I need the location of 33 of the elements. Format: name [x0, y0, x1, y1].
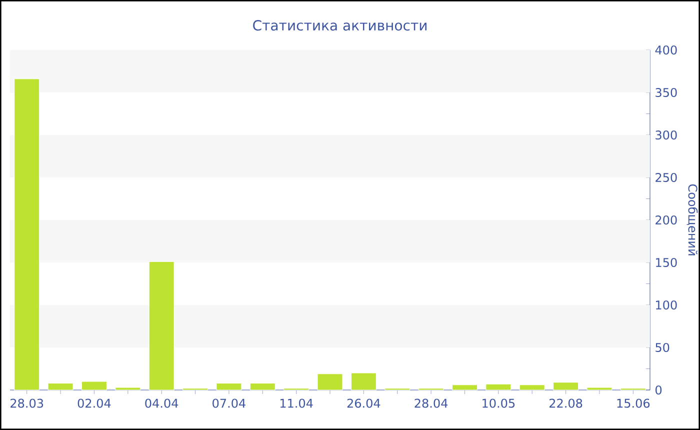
bar — [115, 387, 141, 390]
y-tick-label: 50 — [656, 342, 670, 352]
x-tick-label: 15.06 — [617, 398, 650, 408]
y-tick-label: 350 — [656, 88, 677, 98]
bar — [81, 381, 107, 390]
chart-title: Статистика активности — [253, 20, 426, 31]
x-tick-label: 11.04 — [280, 398, 313, 408]
bar — [216, 382, 242, 390]
x-tick-label: 10.05 — [482, 398, 515, 408]
bar — [317, 374, 343, 390]
bar — [519, 384, 545, 390]
x-tick-label: 02.04 — [78, 398, 111, 408]
x-tick-label: 22.08 — [549, 398, 582, 408]
y-axis-title: Сообщений — [686, 184, 698, 256]
bar — [350, 372, 376, 390]
bar — [250, 382, 276, 390]
y-tick-label: 250 — [656, 172, 677, 182]
y-tick-label: 200 — [656, 215, 677, 225]
bar — [553, 382, 579, 390]
y-tick-label: 150 — [656, 258, 677, 268]
x-tick-label: 04.04 — [145, 398, 178, 408]
y-tick-label: 100 — [656, 300, 677, 310]
x-tick-label: 28.03 — [10, 398, 44, 408]
bar — [586, 387, 612, 390]
x-tick-label: 28.04 — [414, 398, 448, 408]
x-tick-label: 26.04 — [347, 398, 380, 408]
x-tick-label: 07.04 — [212, 398, 246, 408]
y-tick-label: 400 — [655, 45, 677, 55]
bar — [48, 382, 74, 390]
y-tick-label: 300 — [656, 130, 677, 140]
y-tick-label: 0 — [656, 385, 662, 395]
bar — [486, 384, 512, 390]
bar — [452, 384, 478, 390]
